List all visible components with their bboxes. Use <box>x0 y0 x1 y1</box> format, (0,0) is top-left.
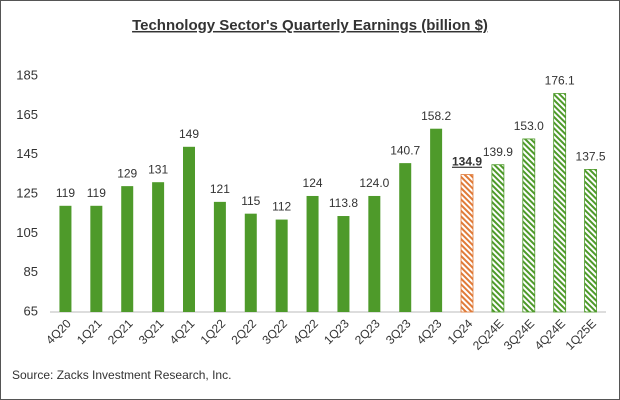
value-label: 115 <box>241 194 260 208</box>
bar <box>121 186 134 312</box>
y-tick-label: 65 <box>24 303 38 318</box>
value-label: 158.2 <box>421 109 451 123</box>
value-label: 124 <box>303 176 323 190</box>
value-label: 121 <box>210 182 230 196</box>
value-label: 113.8 <box>329 196 358 210</box>
bar <box>430 128 443 312</box>
bar <box>584 169 597 313</box>
y-tick-label: 85 <box>24 264 38 279</box>
bar <box>522 138 536 313</box>
value-label: 137.5 <box>576 150 606 164</box>
bar <box>553 93 567 313</box>
y-tick-label: 105 <box>16 225 38 240</box>
bar <box>460 174 474 313</box>
bar <box>491 164 505 313</box>
bar <box>213 201 226 312</box>
value-label: 139.9 <box>483 145 513 159</box>
y-tick-label: 165 <box>16 107 38 122</box>
bar <box>244 213 257 312</box>
value-label: 129 <box>117 166 137 180</box>
value-label: 149 <box>179 127 199 141</box>
bar <box>399 163 412 312</box>
value-label: 119 <box>87 186 106 200</box>
bar <box>275 219 288 312</box>
bar <box>306 195 319 312</box>
bar <box>59 205 72 312</box>
bar <box>90 205 103 312</box>
y-tick-label: 125 <box>16 185 38 200</box>
chart-title: Technology Sector's Quarterly Earnings (… <box>132 17 488 34</box>
value-label: 112 <box>272 200 291 214</box>
bar <box>337 216 350 312</box>
value-label: 176.1 <box>545 74 575 88</box>
y-tick-label: 185 <box>16 67 38 82</box>
value-label: 140.7 <box>390 143 420 157</box>
bar <box>152 182 165 312</box>
value-label: 124.0 <box>359 176 389 190</box>
value-label: 119 <box>56 186 75 200</box>
bar <box>368 195 381 312</box>
source-note: Source: Zacks Investment Research, Inc. <box>12 368 231 382</box>
y-tick-label: 145 <box>16 146 38 161</box>
value-label: 134.9 <box>452 155 482 169</box>
value-label: 153.0 <box>514 119 544 133</box>
bar <box>183 146 195 312</box>
value-label: 131 <box>148 162 168 176</box>
